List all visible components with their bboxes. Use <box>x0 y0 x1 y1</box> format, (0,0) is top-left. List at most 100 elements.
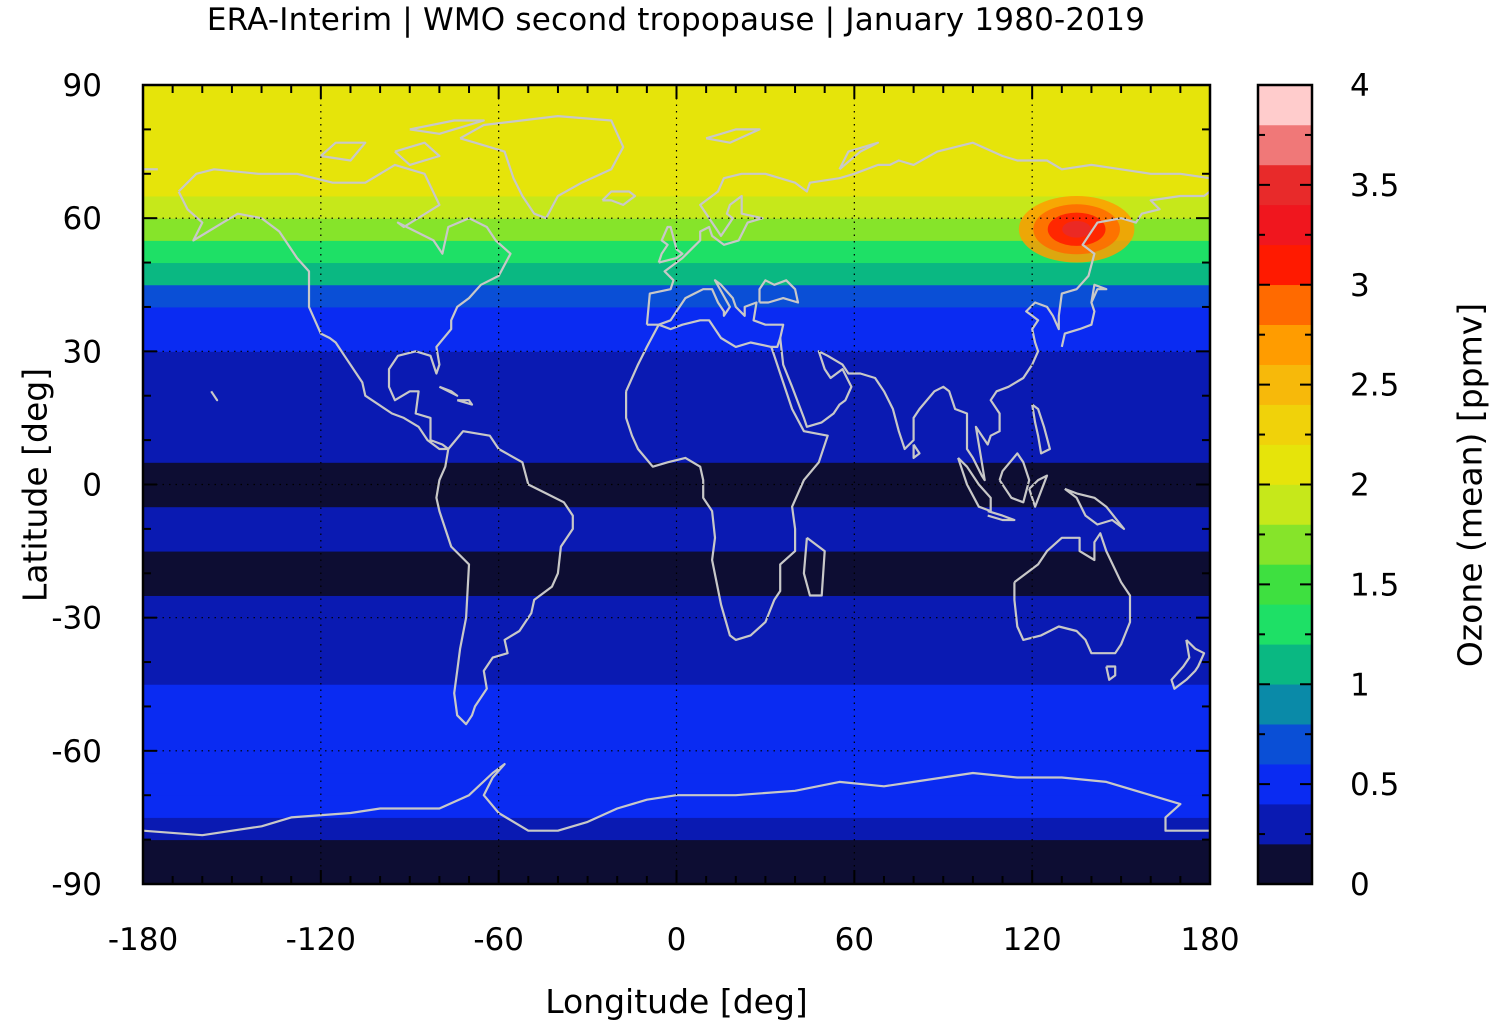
ozone-band <box>143 794 1210 818</box>
coastline <box>802 536 826 597</box>
coastline <box>838 141 880 171</box>
grid-lines <box>143 85 1210 884</box>
coastline <box>657 225 684 264</box>
x-axis-label: Longitude [deg] <box>545 982 808 1021</box>
ozone-band <box>143 772 1210 796</box>
coastline <box>624 319 829 642</box>
ozone-band <box>143 306 1210 330</box>
coastline <box>1170 639 1206 690</box>
coastline <box>409 119 485 135</box>
coastline <box>645 141 1210 325</box>
colorbar <box>1256 83 1314 886</box>
coastline <box>459 114 625 220</box>
ozone-band <box>143 173 1210 197</box>
ozone-band <box>143 506 1210 552</box>
colorbar-segment <box>1258 683 1312 725</box>
ozone-band <box>143 328 1210 352</box>
coastline <box>143 762 1210 837</box>
colorbar-tick-label: 1.5 <box>1350 567 1399 603</box>
ozone-band <box>143 683 1210 730</box>
coastline <box>1105 665 1117 681</box>
y-tick-labels: -90 -60 -30 0 30 60 90 <box>51 68 102 903</box>
ozone-maximum-patch <box>1062 220 1092 238</box>
colorbar-segment <box>1258 124 1312 166</box>
coastline <box>210 390 219 402</box>
colorbar-segment <box>1258 723 1312 765</box>
x-tick-label: -60 <box>473 922 524 958</box>
coastline <box>177 163 512 451</box>
x-tick-label: 60 <box>835 922 874 958</box>
colorbar-tick-label: 3.5 <box>1350 168 1399 204</box>
colorbar-segment <box>1258 244 1312 286</box>
ozone-band <box>143 128 1210 153</box>
colorbar-label: Ozone (mean) [ppmv] <box>1450 302 1490 668</box>
colorbar-tick-label: 0 <box>1350 867 1370 903</box>
colorbar-tick-label: 4 <box>1350 68 1370 104</box>
coastline <box>779 190 1210 482</box>
colorbar-segment <box>1258 84 1312 126</box>
colorbar-segment <box>1258 604 1312 645</box>
colorbar-segment <box>1258 843 1312 885</box>
colorbar-segment <box>1258 803 1312 845</box>
coastline <box>1013 532 1132 655</box>
coastline <box>957 457 992 513</box>
colorbar-segment <box>1258 284 1312 325</box>
coastline <box>758 279 800 304</box>
colorbar-segment <box>1258 644 1312 685</box>
coastline <box>320 141 367 162</box>
x-tick-label: 180 <box>1180 922 1239 958</box>
coastline <box>998 452 1031 504</box>
coastline <box>912 443 921 459</box>
coastline <box>1064 487 1126 531</box>
coastline <box>601 190 637 206</box>
colorbar-tick-label: 2 <box>1350 468 1370 504</box>
x-tick-label: 120 <box>1003 922 1062 958</box>
ozone-band <box>143 350 1210 375</box>
ozone-band <box>143 417 1210 463</box>
y-tick-label: 30 <box>63 334 102 370</box>
y-tick-label: 60 <box>63 201 102 237</box>
ozone-band <box>143 284 1210 308</box>
coastline <box>705 128 761 144</box>
axis-ticks <box>142 84 1211 885</box>
ozone-band <box>143 816 1210 841</box>
y-tick-label: 90 <box>63 68 102 104</box>
coastline <box>987 510 1016 522</box>
y-tick-label: -90 <box>51 867 102 903</box>
coastline <box>1028 474 1049 508</box>
coastline <box>456 399 474 406</box>
coastline <box>646 279 785 348</box>
x-tick-label: -180 <box>108 922 178 958</box>
chart-title: ERA-Interim | WMO second tropopause | Ja… <box>206 2 1146 38</box>
colorbar-tick-label: 0.5 <box>1350 767 1399 803</box>
coastline <box>394 141 441 166</box>
coastline <box>438 385 459 397</box>
y-tick-label: -60 <box>51 734 102 770</box>
y-tick-label: 0 <box>82 468 102 504</box>
colorbar-segment <box>1258 484 1312 525</box>
x-tick-label: -120 <box>286 922 356 958</box>
colorbar-tick-labels: 0 0.5 1 1.5 2 2.5 3 3.5 4 <box>1350 68 1399 903</box>
coastline <box>1031 403 1052 455</box>
colorbar-segment <box>1258 444 1312 485</box>
ozone-band <box>143 195 1210 219</box>
ozone-band <box>143 661 1210 685</box>
colorbar-segment <box>1258 324 1312 365</box>
ozone-band <box>143 239 1210 264</box>
colorbar-segment <box>1258 204 1312 246</box>
x-tick-label: 0 <box>667 922 687 958</box>
x-tick-labels: -180 -120 -60 0 60 120 180 <box>108 922 1240 958</box>
ozone-band <box>143 373 1210 419</box>
colorbar-tick-label: 2.5 <box>1350 368 1399 404</box>
colorbar-tick-label: 1 <box>1350 667 1370 703</box>
colorbar-segment <box>1258 524 1312 565</box>
coastline <box>435 430 574 726</box>
colorbar-tick-label: 3 <box>1350 268 1370 304</box>
map-plot-area <box>143 85 1210 884</box>
coastlines <box>143 114 1210 837</box>
y-axis-label: Latitude [deg] <box>15 367 55 603</box>
colorbar-segment <box>1258 404 1312 445</box>
coastline <box>1060 283 1108 348</box>
y-tick-label: -30 <box>51 601 102 637</box>
